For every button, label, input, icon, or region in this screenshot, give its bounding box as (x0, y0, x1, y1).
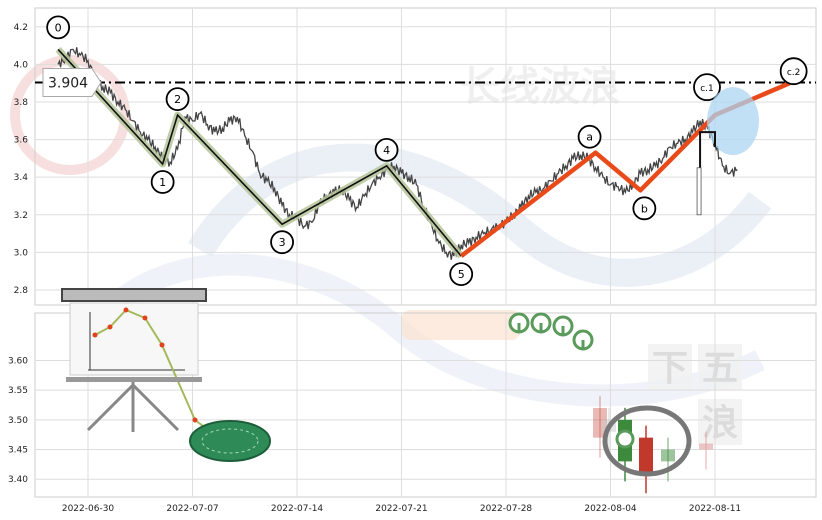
y-tick-label: 3.8 (14, 98, 29, 108)
wave-label-c-2: c.2 (787, 68, 801, 78)
wave-label-4: 4 (383, 144, 390, 157)
watermark-wave-swirl (188, 143, 772, 287)
x-tick-label: 2022-07-07 (166, 504, 218, 514)
watermark-char: 五 (702, 348, 738, 389)
series-layer (35, 47, 816, 260)
green-disc (189, 420, 271, 462)
candle-highlight-ring (602, 405, 692, 477)
wave-label-circle (150, 170, 175, 194)
y-tick-label-lower: 3.50 (8, 416, 28, 426)
board-point (107, 324, 113, 330)
watermark-char-box (648, 344, 692, 390)
y-tick-label: 2.8 (14, 286, 29, 296)
wave-label-c-1: c.1 (700, 84, 714, 94)
y-tick-label: 3.6 (14, 136, 29, 146)
x-tick-label: 2022-08-11 (689, 504, 741, 514)
wave-label-0: 0 (55, 21, 62, 34)
impulse-wave-line (57, 48, 462, 257)
wave-label-b: b (641, 202, 648, 215)
wave-label-circle (374, 137, 399, 162)
wave-layer (55, 47, 791, 259)
wave-label-circle (449, 262, 474, 287)
y-tick-label-lower: 3.60 (8, 356, 28, 366)
watermark-wave-swirl-2 (113, 253, 765, 407)
y-tick-label: 3.4 (14, 173, 29, 183)
wave-label-5: 5 (458, 268, 465, 281)
y-tick-label-lower: 3.40 (8, 475, 28, 485)
x-tick-label: 2022-08-04 (584, 504, 637, 514)
y-tick-label-lower: 3.55 (8, 386, 28, 396)
board-top-bar (61, 288, 207, 302)
wave-label-circle (693, 73, 721, 102)
y-tick-label: 3.0 (14, 248, 29, 258)
board-point (92, 332, 98, 338)
watermark-title: 长线波浪 (460, 64, 620, 110)
wave-label-circle (46, 15, 71, 40)
watermark-char-box (698, 344, 742, 390)
price-panel-frame (34, 7, 817, 306)
x-tick-label: 2022-07-21 (375, 504, 427, 514)
decor-layer: 3.904 (42, 67, 759, 494)
y-tick-label: 4.0 (14, 60, 29, 70)
green-disc-pattern (201, 428, 259, 454)
price-line (57, 47, 738, 260)
candle-body (699, 443, 713, 450)
level-label-box (42, 67, 102, 97)
board-stand-bar (66, 377, 202, 382)
board-point (142, 315, 148, 321)
wave-label-3: 3 (279, 236, 286, 249)
wave-label-circle (632, 196, 657, 221)
board-point (123, 307, 129, 313)
candle-body (639, 437, 653, 474)
board-surface (69, 302, 199, 376)
watermark-char: 下 (652, 348, 688, 389)
wave-label-circle (779, 57, 808, 86)
c1-candle-wick (696, 167, 702, 216)
y-tick-label: 4.2 (14, 23, 28, 33)
y-tick-label-lower: 3.45 (8, 446, 28, 456)
panel-frames (34, 7, 817, 498)
y-tick-label: 3.2 (14, 211, 28, 221)
forecast-ellipse (707, 87, 759, 156)
pin-icon-candle (615, 429, 635, 449)
level-label: 3.904 (48, 75, 88, 91)
wave-label-circle (577, 124, 602, 149)
wave-label-circle (270, 230, 294, 255)
c1-bracket (699, 131, 716, 168)
wave-label-circle (165, 87, 190, 112)
board-point (159, 342, 165, 348)
board-point (192, 417, 198, 423)
watermark-badge (402, 310, 520, 340)
wave-label-1: 1 (159, 176, 166, 189)
axis-labels: 2022-06-30 2022-07-07 2022-07-14 2022-07-21… (8, 23, 741, 514)
x-tick-label: 2022-06-30 (62, 504, 115, 514)
wave-labels: 0 1 2 3 4 5 a b c.1 c.2 (46, 15, 808, 287)
watermark-char: 浪 (702, 403, 738, 444)
wave-label-2: 2 (174, 93, 181, 106)
wave-label-a: a (586, 131, 593, 144)
lower-panel-frame (34, 312, 817, 498)
candle-body (661, 449, 675, 462)
x-tick-label: 2022-07-28 (480, 504, 533, 514)
x-tick-label: 2022-07-14 (271, 504, 324, 514)
